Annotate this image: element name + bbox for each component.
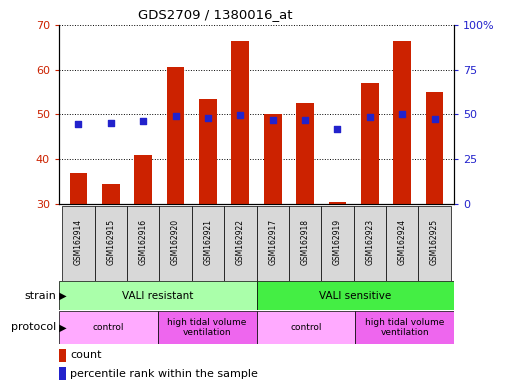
Point [236, 112, 244, 118]
Bar [256, 311, 355, 344]
Bar [289, 206, 321, 281]
Text: ▶: ▶ [56, 291, 67, 301]
Bar [256, 206, 289, 281]
Bar [386, 206, 419, 281]
Bar [419, 206, 451, 281]
Point [139, 118, 147, 124]
Point [107, 120, 115, 126]
Bar [321, 206, 353, 281]
Bar [328, 202, 346, 204]
Text: control: control [93, 323, 124, 332]
Bar [192, 206, 224, 281]
Text: percentile rank within the sample: percentile rank within the sample [70, 369, 258, 379]
Bar [426, 92, 443, 204]
Point [430, 116, 439, 122]
Text: GDS2709 / 1380016_at: GDS2709 / 1380016_at [138, 8, 293, 22]
Point [366, 114, 374, 120]
Text: GSM162917: GSM162917 [268, 219, 277, 265]
Text: GSM162918: GSM162918 [301, 219, 309, 265]
Point [171, 113, 180, 119]
Point [301, 117, 309, 123]
Bar [361, 83, 379, 204]
Text: GSM162924: GSM162924 [398, 219, 407, 265]
Bar [59, 281, 256, 310]
Text: VALI resistant: VALI resistant [122, 291, 193, 301]
Text: GSM162920: GSM162920 [171, 219, 180, 265]
Text: GSM162915: GSM162915 [106, 219, 115, 265]
Bar [127, 206, 160, 281]
Bar [62, 206, 94, 281]
Text: high tidal volume
ventilation: high tidal volume ventilation [365, 318, 444, 337]
Bar [158, 311, 256, 344]
Bar [59, 367, 66, 380]
Text: GSM162925: GSM162925 [430, 219, 439, 265]
Bar [59, 311, 158, 344]
Text: high tidal volume
ventilation: high tidal volume ventilation [167, 318, 247, 337]
Text: GSM162916: GSM162916 [139, 219, 148, 265]
Point [398, 111, 406, 118]
Point [333, 126, 342, 132]
Text: count: count [70, 351, 102, 361]
Bar [296, 103, 314, 204]
Bar [134, 155, 152, 204]
Bar [393, 41, 411, 204]
Bar [94, 206, 127, 281]
Bar [353, 206, 386, 281]
Bar [59, 349, 66, 362]
Bar [264, 114, 282, 204]
Bar [70, 172, 87, 204]
Text: strain: strain [25, 291, 56, 301]
Text: GSM162922: GSM162922 [236, 219, 245, 265]
Text: GSM162921: GSM162921 [204, 219, 212, 265]
Point [204, 115, 212, 121]
Text: GSM162923: GSM162923 [365, 219, 374, 265]
Text: GSM162914: GSM162914 [74, 219, 83, 265]
Bar [224, 206, 256, 281]
Bar [160, 206, 192, 281]
Bar [102, 184, 120, 204]
Bar [231, 41, 249, 204]
Bar [167, 68, 185, 204]
Bar [199, 99, 217, 204]
Text: protocol: protocol [11, 322, 56, 333]
Bar [355, 311, 454, 344]
Text: GSM162919: GSM162919 [333, 219, 342, 265]
Text: VALI sensitive: VALI sensitive [319, 291, 391, 301]
Text: control: control [290, 323, 322, 332]
Point [74, 121, 83, 127]
Text: ▶: ▶ [56, 322, 67, 333]
Point [269, 117, 277, 123]
Bar [256, 281, 454, 310]
